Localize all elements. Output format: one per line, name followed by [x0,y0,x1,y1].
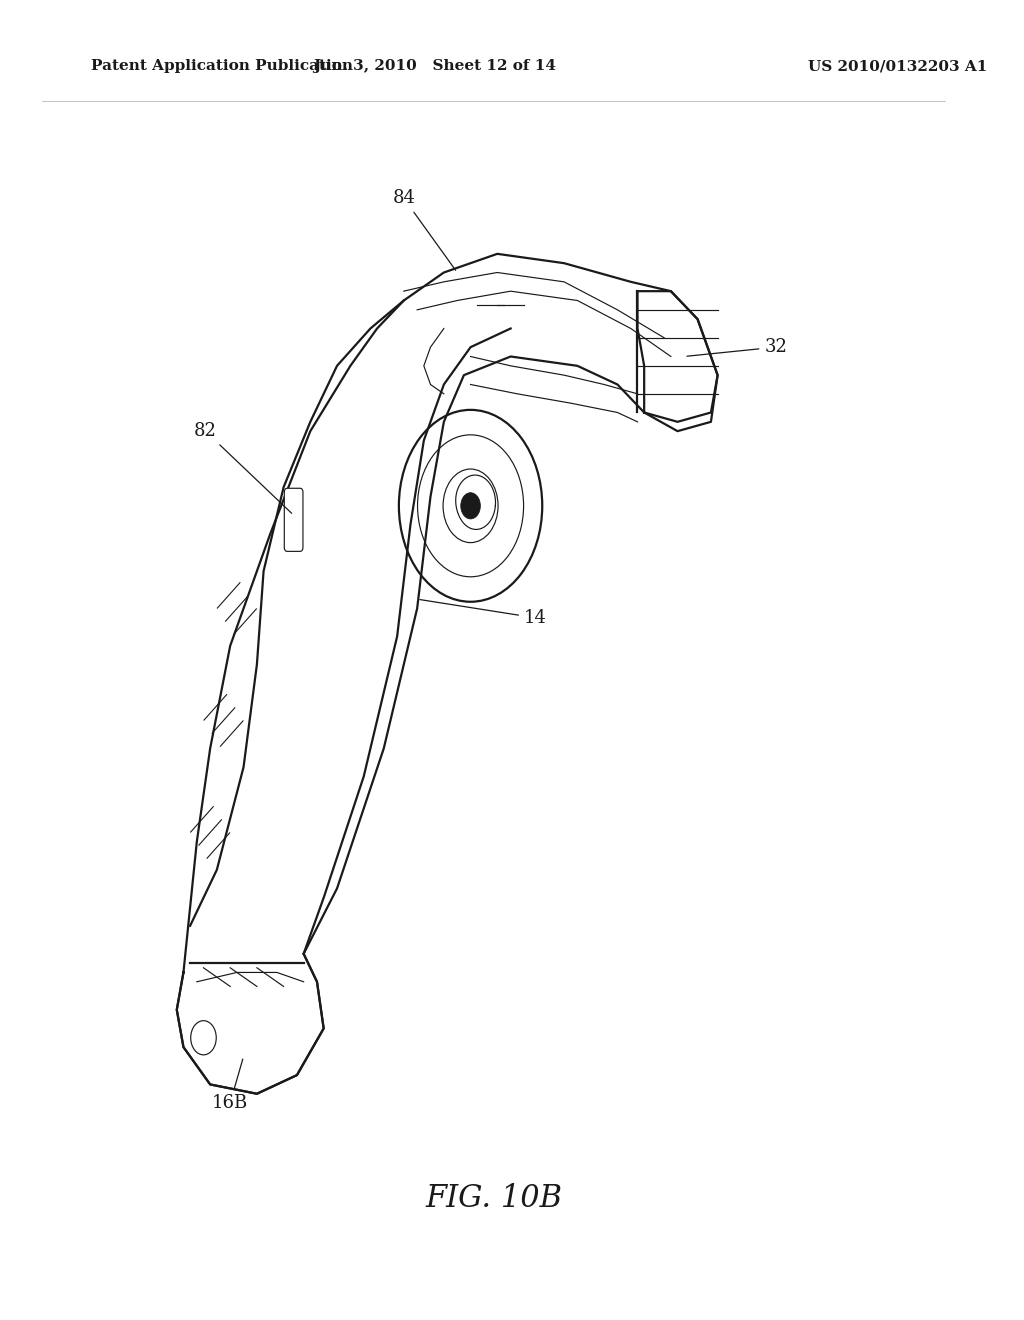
Text: 84: 84 [392,189,456,271]
Text: FIG. 10B: FIG. 10B [425,1184,562,1214]
FancyBboxPatch shape [285,488,303,552]
Text: Jun. 3, 2010   Sheet 12 of 14: Jun. 3, 2010 Sheet 12 of 14 [313,59,556,74]
Text: 14: 14 [420,599,547,627]
Text: US 2010/0132203 A1: US 2010/0132203 A1 [808,59,987,74]
Text: Patent Application Publication: Patent Application Publication [91,59,353,74]
Text: 32: 32 [687,338,787,356]
Text: 82: 82 [194,422,292,513]
Text: 16B: 16B [212,1059,248,1111]
Circle shape [461,492,480,519]
